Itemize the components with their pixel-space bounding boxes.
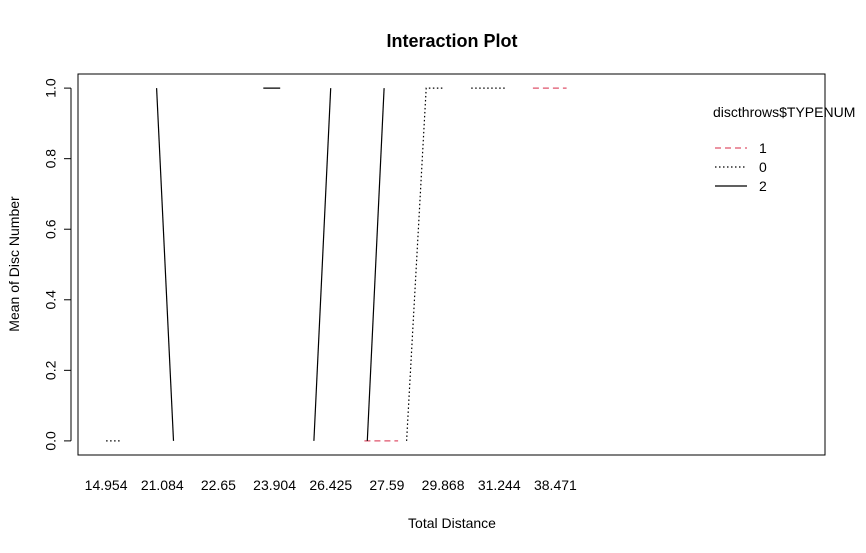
y-axis: 0.0 0.2 0.4 0.6 0.8 1.0 bbox=[43, 78, 72, 451]
chart-title: Interaction Plot bbox=[386, 31, 517, 51]
series-2-line bbox=[366, 88, 385, 441]
series-layer bbox=[106, 87, 567, 442]
plot-frame bbox=[77, 73, 826, 456]
x-tick-label: 14.954 bbox=[85, 477, 128, 493]
x-tick-label: 21.084 bbox=[141, 477, 184, 493]
series-2-line bbox=[156, 88, 175, 441]
legend-label-0: 0 bbox=[759, 159, 767, 175]
x-tick-label: 26.425 bbox=[309, 477, 352, 493]
x-tick-label: 31.244 bbox=[478, 477, 521, 493]
legend-entries: 1 0 2 bbox=[715, 140, 767, 194]
legend-label-1: 1 bbox=[759, 140, 767, 156]
series-0 bbox=[106, 87, 505, 442]
x-tick-label: 27.59 bbox=[369, 477, 404, 493]
series-2-line bbox=[313, 88, 332, 441]
x-tick-label: 29.868 bbox=[422, 477, 465, 493]
legend-label-2: 2 bbox=[759, 178, 767, 194]
legend-title: discthrows$TYPENUM bbox=[713, 104, 855, 120]
series-2 bbox=[156, 87, 385, 441]
x-axis-label: Total Distance bbox=[408, 515, 496, 531]
x-tick-label: 23.904 bbox=[253, 477, 296, 493]
series-0-line bbox=[406, 87, 444, 441]
y-tick-label: 0.2 bbox=[43, 360, 59, 380]
y-tick-label: 1.0 bbox=[43, 78, 59, 98]
x-tick-label: 38.471 bbox=[534, 477, 577, 493]
y-tick-label: 0.8 bbox=[43, 149, 59, 169]
x-tick-label: 22.65 bbox=[201, 477, 236, 493]
y-tick-label: 0.0 bbox=[43, 431, 59, 451]
series-1 bbox=[364, 87, 567, 442]
y-axis-label: Mean of Disc Number bbox=[6, 196, 22, 332]
y-tick-label: 0.6 bbox=[43, 219, 59, 239]
y-tick-label: 0.4 bbox=[43, 290, 59, 310]
legend: discthrows$TYPENUM 1 0 2 bbox=[713, 104, 855, 194]
x-axis: 14.954 21.084 22.65 23.904 26.425 27.59 29.868… bbox=[85, 477, 577, 493]
